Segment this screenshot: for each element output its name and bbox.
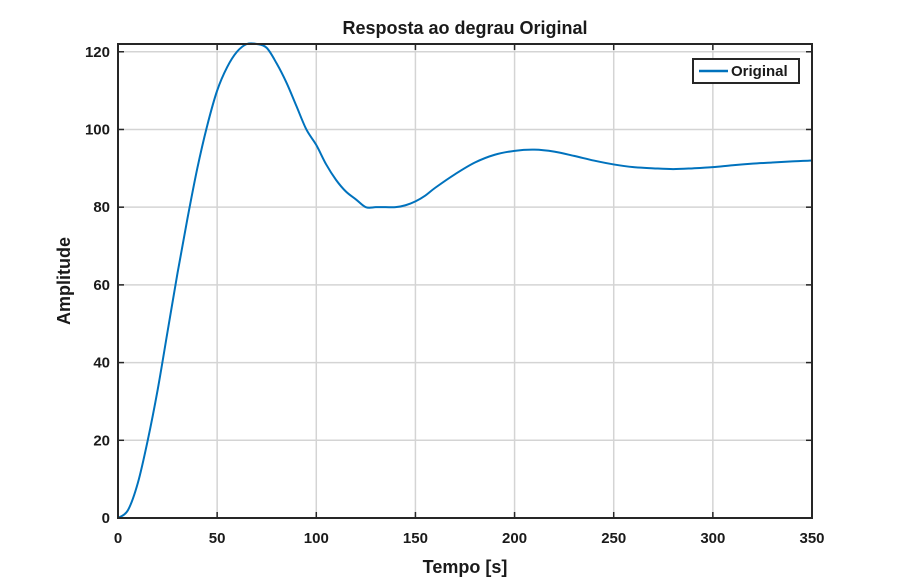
x-tick-label: 250: [601, 530, 626, 547]
plot-background: [118, 44, 812, 518]
legend: Original: [692, 58, 800, 84]
x-tick-label: 0: [114, 530, 122, 547]
x-tick-label: 350: [799, 530, 824, 547]
y-tick-labels: 0 20 40 60 80 100 120: [85, 44, 110, 527]
y-axis-label: Amplitude: [54, 237, 74, 325]
tick-marks: [117, 44, 813, 519]
series-layer: [117, 42, 813, 519]
x-tick-label: 150: [403, 530, 428, 547]
chart-title: Resposta ao degrau Original: [342, 18, 587, 38]
x-tick-label: 100: [304, 530, 329, 547]
y-tick-label: 120: [85, 44, 110, 61]
x-tick-labels: 0 50 100 150 200 250 300 350: [114, 530, 825, 547]
y-tick-label: 40: [93, 355, 110, 372]
legend-label: Original: [731, 63, 788, 80]
y-tick-label: 20: [93, 432, 110, 449]
x-axis-label: Tempo [s]: [423, 557, 508, 577]
x-tick-label: 50: [209, 530, 226, 547]
series-line-original: [117, 42, 813, 519]
y-tick-label: 80: [93, 199, 110, 216]
plot-frame: [117, 43, 813, 519]
grid-lines: [117, 44, 813, 519]
y-tick-label: 100: [85, 121, 110, 138]
y-tick-label: 0: [102, 510, 110, 527]
x-tick-label: 300: [700, 530, 725, 547]
x-tick-label: 200: [502, 530, 527, 547]
y-tick-label: 60: [93, 277, 110, 294]
